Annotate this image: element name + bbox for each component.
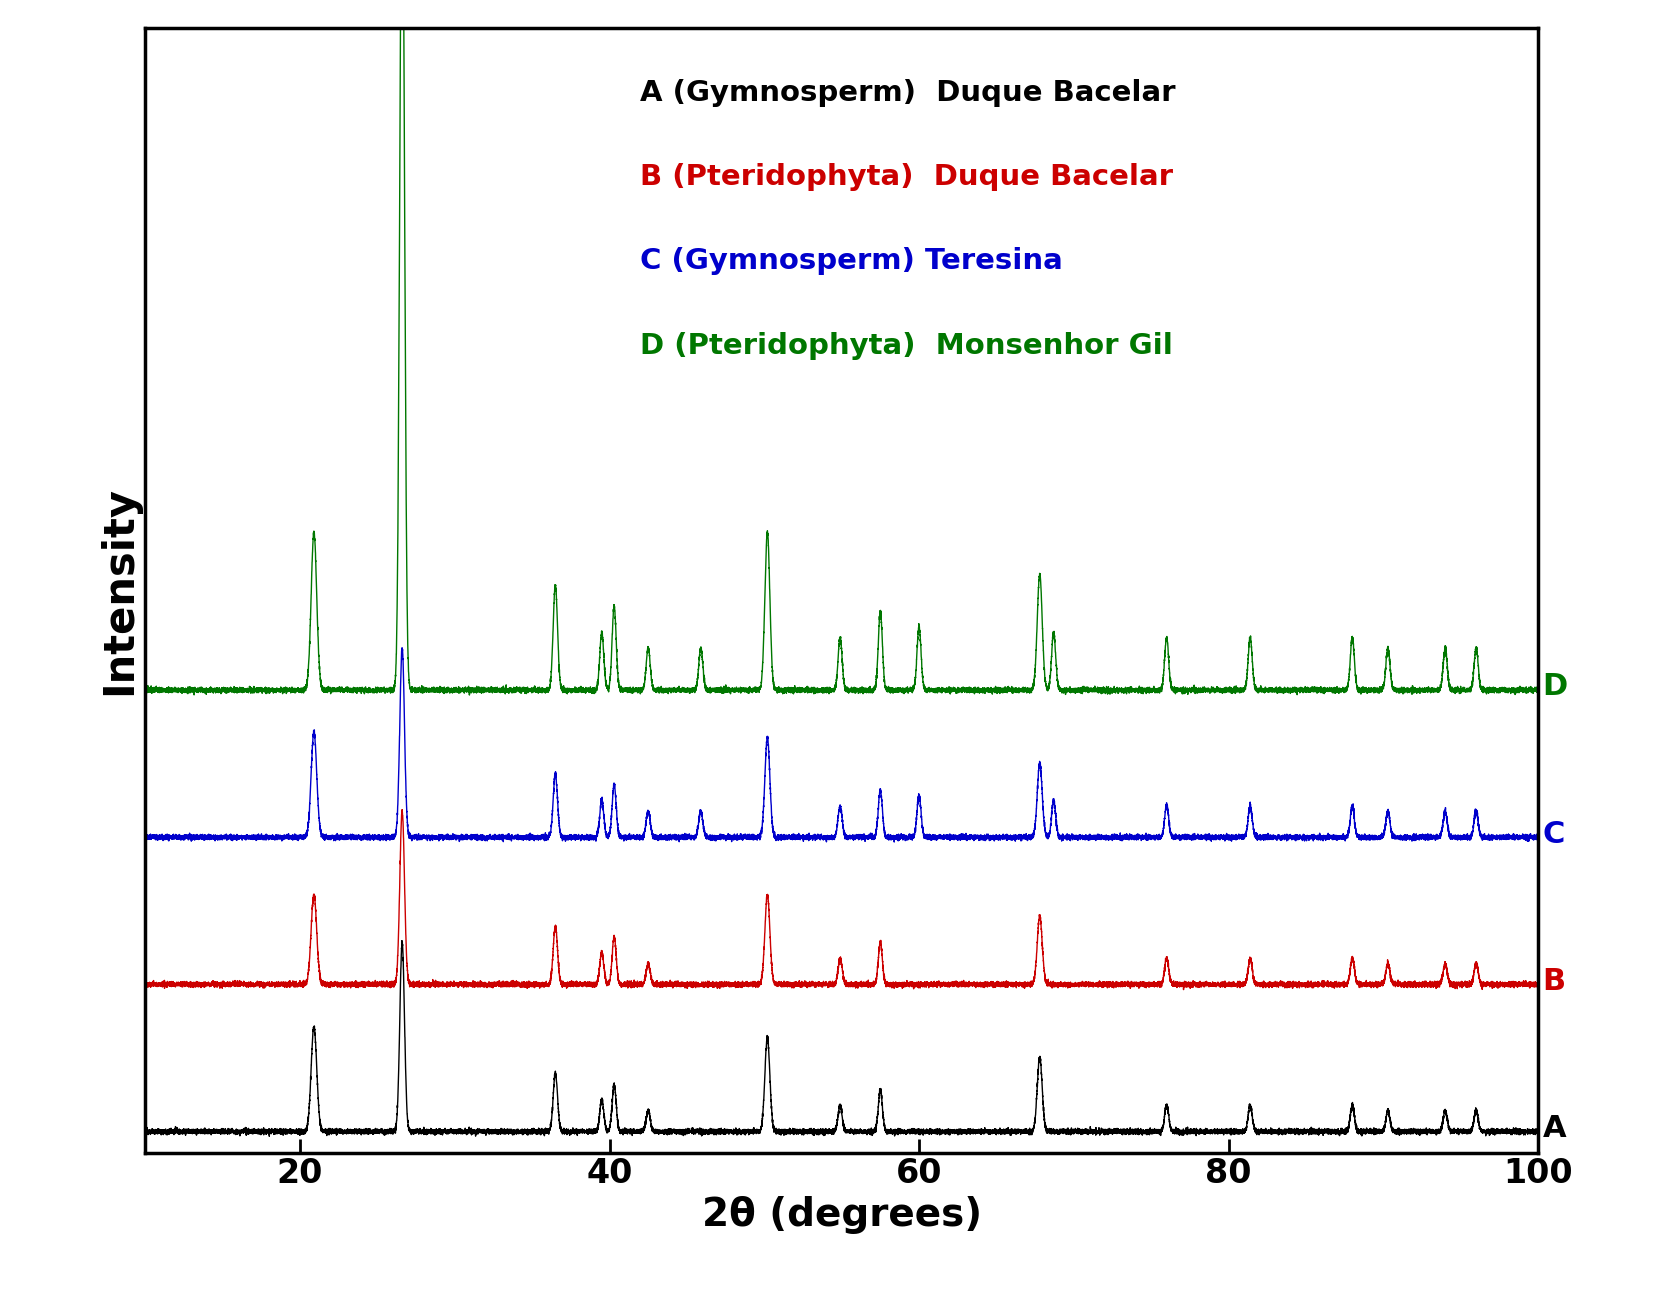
Text: A (Gymnosperm)  Duque Bacelar: A (Gymnosperm) Duque Bacelar: [640, 78, 1176, 107]
Text: D (Pteridophyta)  Monsenhor Gil: D (Pteridophyta) Monsenhor Gil: [640, 332, 1173, 359]
Text: B (Pteridophyta)  Duque Bacelar: B (Pteridophyta) Duque Bacelar: [640, 163, 1173, 191]
Text: D: D: [1543, 673, 1568, 701]
X-axis label: 2θ (degrees): 2θ (degrees): [701, 1196, 982, 1233]
Text: A: A: [1543, 1114, 1566, 1142]
Text: C (Gymnosperm) Teresina: C (Gymnosperm) Teresina: [640, 247, 1062, 276]
Text: B: B: [1543, 967, 1566, 995]
Y-axis label: Intensity: Intensity: [98, 485, 139, 695]
Text: C: C: [1543, 820, 1565, 848]
